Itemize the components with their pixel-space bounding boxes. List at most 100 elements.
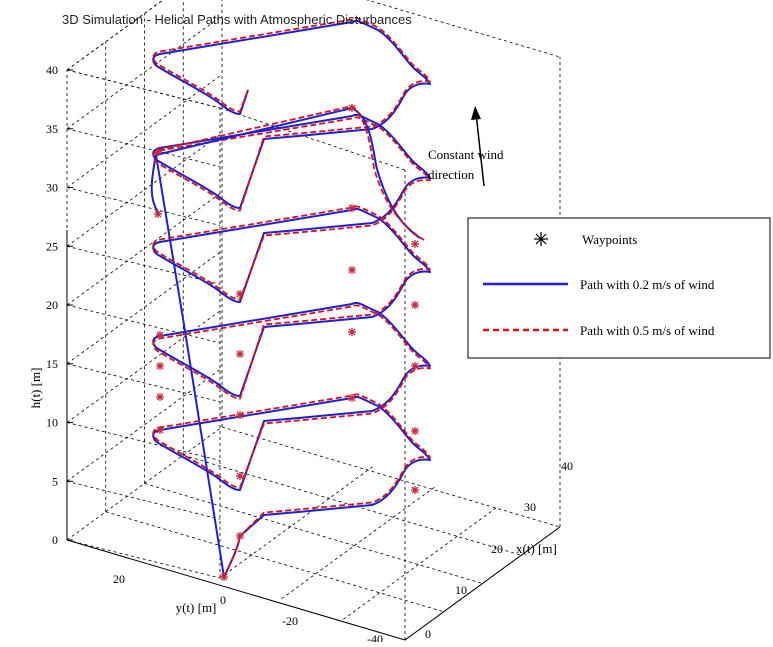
- waypoint-stroke: [348, 328, 356, 336]
- wind-annotation-line1: Constant wind: [428, 147, 504, 162]
- waypoint-marker: [411, 427, 419, 435]
- waypoint-stroke: [236, 411, 244, 419]
- z-tick-label: 20: [46, 298, 58, 312]
- wind-arrow: [475, 112, 485, 187]
- y-tick-label: -40: [367, 632, 383, 642]
- waypoint-stroke: [154, 148, 162, 156]
- x-tick-label: 0: [425, 627, 431, 641]
- z-axis-label: h(t) [m]: [28, 368, 43, 409]
- legend-item-wind-0-5: Path with 0.5 m/s of wind: [483, 323, 715, 338]
- grid-line-z-front: [66, 480, 221, 520]
- legend: Waypoints Path with 0.2 m/s of wind Path…: [467, 217, 771, 359]
- waypoint-stroke: [411, 427, 419, 435]
- waypoint-marker: [156, 362, 164, 370]
- path-0-5-top: [157, 105, 425, 241]
- grid-line-z-front: [66, 245, 221, 285]
- grid-line-top: [66, 69, 221, 109]
- waypoint-stroke: [411, 362, 419, 370]
- waypoint-marker: [236, 472, 244, 480]
- y-axis-label: y(t) [m]: [176, 600, 217, 615]
- z-tick-label: 0: [52, 533, 58, 547]
- wind-annotation-line2: direction: [428, 167, 475, 182]
- waypoint-stroke: [156, 426, 164, 434]
- grid-line-z-front: [66, 304, 221, 344]
- paths: [150, 17, 431, 578]
- x-tick-label: 10: [455, 583, 467, 597]
- x-tick-label: 20: [491, 542, 503, 556]
- axes: 0 5 10 15 20 25 30 35 40 20 0 -20 -40 0 10 20 30 40: [46, 63, 573, 646]
- legend-box: [467, 217, 771, 359]
- waypoint-marker: [220, 573, 228, 581]
- waypoint-marker: [348, 104, 356, 112]
- grid-line-floor-y: [219, 464, 376, 579]
- waypoint-marker: [236, 532, 244, 540]
- grid-line-floor-x: [105, 511, 444, 613]
- grid-line-floor-x: [144, 483, 483, 584]
- grid-line-z-left: [66, 426, 223, 541]
- grid-line-z-left: [66, 250, 223, 365]
- waypoint-stroke: [348, 104, 356, 112]
- waypoint-stroke: [156, 331, 164, 339]
- grid-line-z-front: [66, 539, 221, 579]
- grid-line-z-left: [66, 309, 223, 423]
- z-tick-label: 10: [46, 416, 58, 430]
- grid-line-z-left: [66, 0, 164, 71]
- waypoint-stroke: [411, 301, 419, 309]
- waypoint-stroke: [411, 240, 419, 248]
- waypoint-stroke: [156, 393, 164, 401]
- grid-line-z-left: [66, 132, 223, 247]
- grid-line-z-left: [66, 191, 223, 306]
- waypoints: [154, 104, 419, 581]
- z-tick-label: 25: [46, 239, 58, 253]
- waypoint-marker: [348, 204, 356, 212]
- waypoint-stroke: [220, 573, 228, 581]
- waypoint-marker: [156, 426, 164, 434]
- y-axis-line: [66, 539, 406, 641]
- waypoint-stroke: [348, 394, 356, 402]
- y-tick-label: 0: [220, 593, 226, 607]
- waypoint-stroke: [154, 210, 162, 218]
- waypoint-marker: [348, 266, 356, 274]
- waypoint-stroke: [348, 266, 356, 274]
- waypoint-marker: [348, 328, 356, 336]
- z-tick-label: 40: [46, 63, 58, 77]
- waypoint-marker: [411, 301, 419, 309]
- waypoint-marker: [156, 331, 164, 339]
- grid-line-z-left: [66, 74, 223, 188]
- x-axis-label: x(t) [m]: [516, 541, 557, 556]
- waypoint-stroke: [236, 532, 244, 540]
- waypoint-marker: [411, 240, 419, 248]
- waypoint-marker: [236, 290, 244, 298]
- grid-line-top: [66, 0, 164, 71]
- legend-item-wind-0-2: Path with 0.2 m/s of wind: [483, 277, 715, 292]
- y-tick-label: 20: [113, 572, 125, 586]
- waypoint-marker: [154, 148, 162, 156]
- waypoint-stroke: [236, 472, 244, 480]
- legend-item-waypoints: Waypoints: [534, 232, 637, 247]
- waypoint-marker: [411, 486, 419, 494]
- waypoint-marker: [154, 210, 162, 218]
- y-tick-label: -20: [282, 614, 298, 628]
- z-tick-label: 35: [46, 122, 58, 136]
- legend-label-wind-0-5: Path with 0.5 m/s of wind: [580, 323, 715, 338]
- grid-line-z-front: [66, 422, 221, 461]
- grid-line-z-left: [66, 15, 223, 130]
- path-wind-0-2: [152, 19, 431, 578]
- grid-line-z-left: [66, 367, 223, 482]
- waypoint-marker: [348, 394, 356, 402]
- waypoint-marker: [156, 393, 164, 401]
- waypoint-stroke: [236, 290, 244, 298]
- waypoint-stroke: [236, 350, 244, 358]
- waypoint-marker: [236, 411, 244, 419]
- grid-line-floor-y: [343, 506, 499, 620]
- legend-label-waypoints: Waypoints: [582, 232, 637, 247]
- x-axis-line: [404, 526, 561, 641]
- z-tick-label: 15: [46, 357, 58, 371]
- x-tick-label: 40: [561, 459, 573, 473]
- axis-labels: h(t) [m] y(t) [m] x(t) [m]: [28, 368, 557, 615]
- grid-line-z-front: [66, 128, 221, 168]
- z-tick-label: 30: [46, 181, 58, 195]
- grid-line-z-front: [66, 187, 221, 226]
